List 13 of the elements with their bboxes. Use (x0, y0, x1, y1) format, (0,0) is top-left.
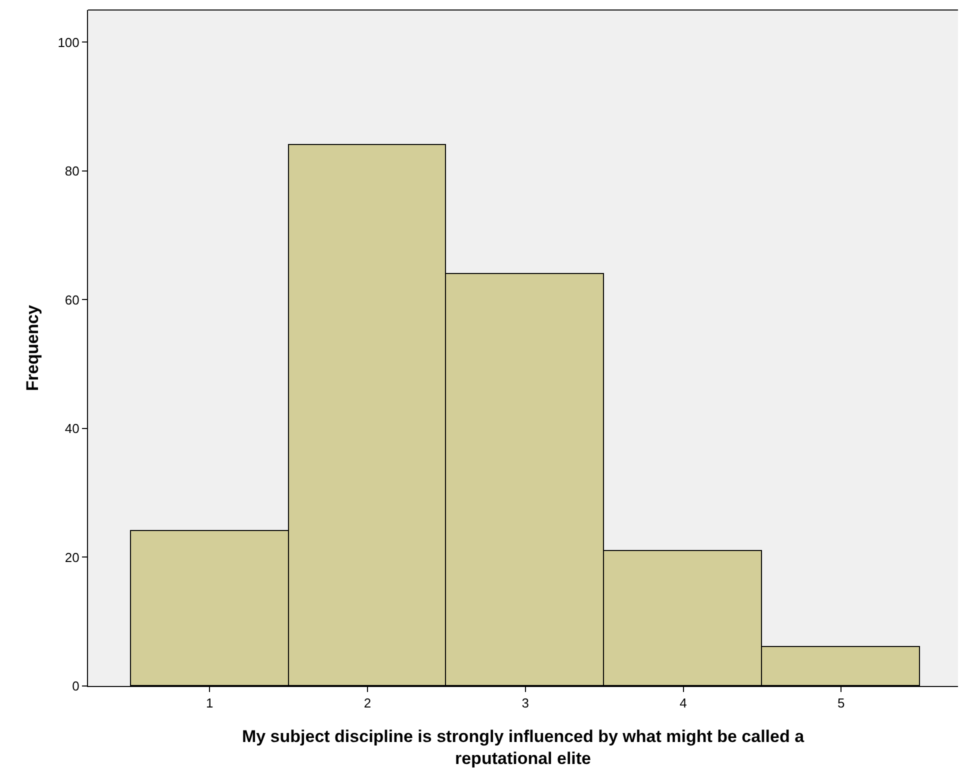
y-tick-label: 40 (64, 421, 80, 436)
x-tick-label: 3 (522, 696, 529, 711)
x-tick-label: 1 (206, 696, 214, 711)
y-tick-label: 0 (72, 678, 80, 694)
x-tick-label: 5 (838, 696, 845, 711)
x-tick-label: 2 (364, 696, 372, 711)
y-tick-label: 100 (58, 34, 80, 50)
x-tick-label: 4 (680, 696, 687, 711)
y-axis-title: Frequency (23, 304, 42, 391)
x-axis-title: My subject discipline is strongly influenced by what might be called a reputational elite (242, 727, 805, 768)
y-tick-label: 60 (64, 292, 80, 308)
y-tick-label: 80 (64, 164, 80, 178)
y-tick-label: 20 (64, 550, 80, 565)
